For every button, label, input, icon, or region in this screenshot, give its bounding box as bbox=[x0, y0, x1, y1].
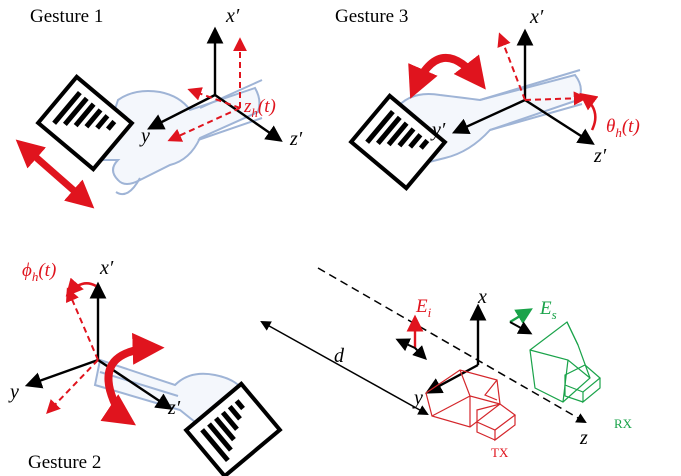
rx-label: RX bbox=[614, 416, 633, 431]
gesture-1: Gesture 1 x′ y z′ zh( bbox=[15, 5, 303, 209]
g2-rotated-x-axis bbox=[65, 287, 99, 361]
radar-z-label: z bbox=[579, 427, 588, 449]
g3-rotated-z-axis bbox=[524, 91, 588, 106]
distance-label: d bbox=[334, 345, 345, 367]
g1-translation-arrow bbox=[15, 139, 95, 209]
g1-z-label: z′ bbox=[289, 128, 303, 150]
g2-param-label: ϕh(t) bbox=[22, 260, 56, 284]
scattered-field-k-arrow bbox=[509, 321, 533, 335]
g2-z-label: z′ bbox=[167, 397, 181, 419]
gesture-2-title: Gesture 2 bbox=[28, 452, 101, 473]
gesture-2: Gesture 2 x′ y z′ ϕh(t) bbox=[8, 257, 283, 476]
barcode-tag-icon bbox=[348, 93, 448, 191]
g2-rotation-arc bbox=[65, 277, 97, 297]
barcode-tag-icon bbox=[35, 74, 135, 172]
gesture-3-title: Gesture 3 bbox=[335, 6, 408, 27]
incident-field-k-arrow bbox=[412, 345, 427, 360]
g3-rotation-arrow bbox=[408, 53, 486, 99]
g1-y-axis bbox=[147, 93, 216, 130]
propagation-line bbox=[317, 267, 587, 424]
g1-moved-z-axis bbox=[187, 87, 241, 109]
g3-rotated-x-axis bbox=[497, 32, 526, 101]
g1-y-label: y bbox=[139, 125, 150, 147]
tx-label: TX bbox=[491, 445, 509, 460]
g3-z-axis bbox=[524, 98, 595, 145]
g1-moved-y-axis bbox=[167, 107, 241, 142]
rx-antenna-icon bbox=[529, 321, 601, 404]
incident-field-label: Ei bbox=[415, 296, 432, 320]
gesture-1-title: Gesture 1 bbox=[30, 6, 103, 27]
g2-rotation-arrow bbox=[100, 332, 165, 426]
g3-z-label: z′ bbox=[593, 145, 607, 167]
g2-rotated-y-axis bbox=[46, 359, 99, 415]
g1-x-label: x′ bbox=[225, 5, 240, 27]
radar-x-label: x bbox=[477, 286, 487, 308]
scattered-field-label: Es bbox=[539, 298, 557, 322]
radar-y-axis bbox=[425, 363, 479, 394]
scattered-field-arrow bbox=[509, 308, 533, 325]
radar-y-label: y bbox=[412, 387, 423, 409]
g3-param-label: θh(t) bbox=[606, 116, 640, 140]
tx-antenna-icon bbox=[425, 369, 517, 442]
gesture-3: Gesture 3 x′ y′ z′ θh(t) bbox=[335, 6, 640, 191]
incident-field-h-arrow bbox=[395, 338, 416, 352]
g3-y-axis bbox=[451, 98, 526, 135]
g3-y-label: y′ bbox=[430, 119, 446, 141]
g2-y-label: y bbox=[8, 381, 19, 403]
g3-x-label: x′ bbox=[529, 6, 544, 28]
radar-setup: d x y z Ei Es TX bbox=[260, 267, 633, 460]
g2-y-axis bbox=[24, 358, 99, 389]
distance-arrow bbox=[260, 320, 429, 416]
g2-x-label: x′ bbox=[99, 257, 114, 279]
g3-rotation-arc bbox=[579, 92, 599, 131]
g1-param-label: zh(t) bbox=[243, 96, 276, 120]
barcode-tag-icon bbox=[183, 381, 283, 476]
